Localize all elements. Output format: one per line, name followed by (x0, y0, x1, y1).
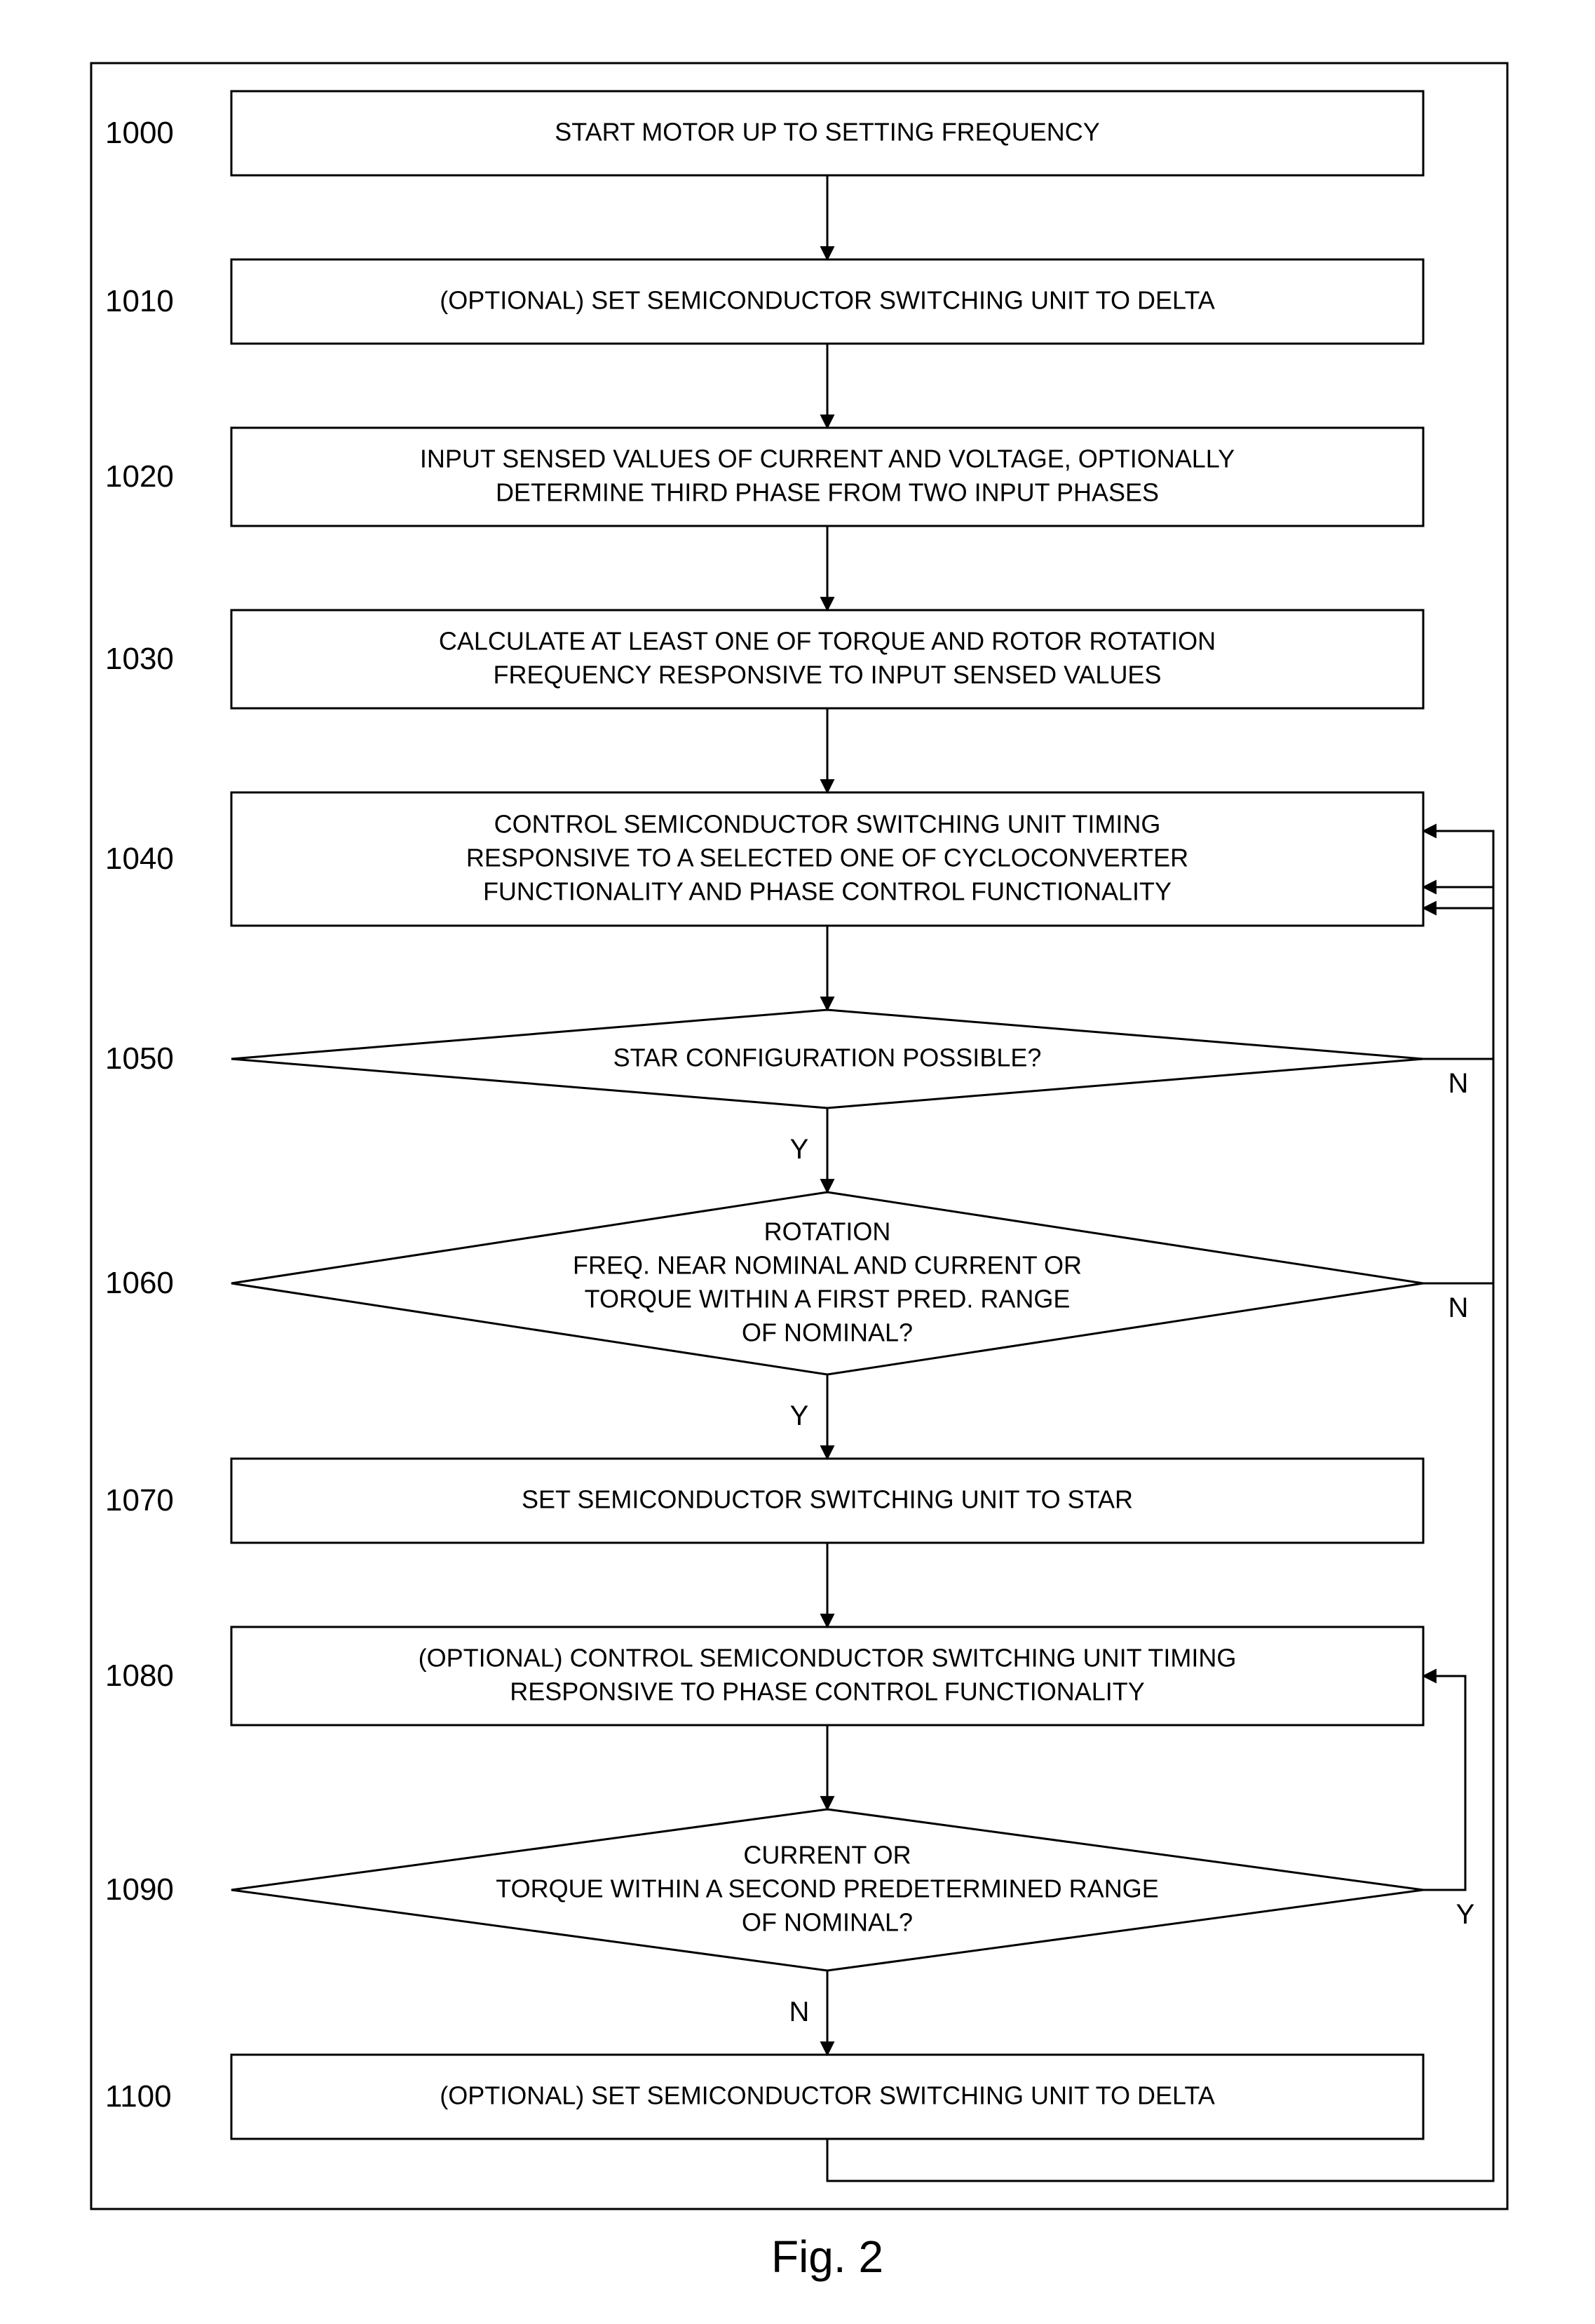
no-label-1060: N (1448, 1292, 1469, 1323)
step-label-1090: 1090 (105, 1872, 174, 1907)
node-text-1060-3: OF NOMINAL? (742, 1318, 913, 1347)
step-label-1080: 1080 (105, 1658, 174, 1693)
step-label-1030: 1030 (105, 642, 174, 676)
yes-label-1060: Y (790, 1400, 809, 1431)
no-label-1050: N (1448, 1068, 1469, 1099)
node-text-1060-1: FREQ. NEAR NOMINAL AND CURRENT OR (573, 1251, 1082, 1280)
node-text-1090-0: CURRENT OR (743, 1841, 911, 1870)
node-text-1080-0: (OPTIONAL) CONTROL SEMICONDUCTOR SWITCHI… (419, 1644, 1237, 1673)
node-text-1080-1: RESPONSIVE TO PHASE CONTROL FUNCTIONALIT… (510, 1677, 1145, 1706)
node-text-1100-0: (OPTIONAL) SET SEMICONDUCTOR SWITCHING U… (440, 2081, 1214, 2110)
step-label-1070: 1070 (105, 1483, 174, 1518)
yes-side-label-1090: Y (1456, 1899, 1475, 1930)
node-text-1030-0: CALCULATE AT LEAST ONE OF TORQUE AND ROT… (439, 627, 1216, 656)
node-text-1060-2: TORQUE WITHIN A FIRST PRED. RANGE (585, 1285, 1071, 1313)
node-text-1020-0: INPUT SENSED VALUES OF CURRENT AND VOLTA… (420, 445, 1235, 473)
process-box-1030 (231, 610, 1423, 708)
step-label-1040: 1040 (105, 842, 174, 876)
step-label-1100: 1100 (105, 2079, 172, 2114)
yes-label-1050: Y (790, 1134, 809, 1165)
node-text-1040-2: FUNCTIONALITY AND PHASE CONTROL FUNCTION… (483, 877, 1172, 906)
node-text-1000-0: START MOTOR UP TO SETTING FREQUENCY (555, 118, 1099, 147)
step-label-1050: 1050 (105, 1041, 174, 1076)
step-label-1020: 1020 (105, 459, 174, 494)
node-text-1030-1: FREQUENCY RESPONSIVE TO INPUT SENSED VAL… (494, 661, 1162, 689)
step-label-1000: 1000 (105, 116, 174, 150)
node-text-1090-2: OF NOMINAL? (742, 1908, 913, 1937)
no-below-label-1090: N (789, 1997, 810, 2027)
node-text-1020-1: DETERMINE THIRD PHASE FROM TWO INPUT PHA… (496, 478, 1159, 507)
process-box-1080 (231, 1627, 1423, 1725)
node-text-1060-0: ROTATION (764, 1217, 891, 1246)
flowchart-svg: START MOTOR UP TO SETTING FREQUENCY 1000 (… (0, 0, 1595, 2324)
node-text-1010-0: (OPTIONAL) SET SEMICONDUCTOR SWITCHING U… (440, 286, 1214, 315)
process-box-1020 (231, 428, 1423, 526)
node-text-1050-0: STAR CONFIGURATION POSSIBLE? (613, 1043, 1042, 1072)
node-text-1040-0: CONTROL SEMICONDUCTOR SWITCHING UNIT TIM… (494, 810, 1161, 839)
node-text-1090-1: TORQUE WITHIN A SECOND PREDETERMINED RAN… (496, 1874, 1158, 1903)
node-text-1070-0: SET SEMICONDUCTOR SWITCHING UNIT TO STAR (522, 1485, 1133, 1514)
step-label-1010: 1010 (105, 284, 174, 318)
node-text-1040-1: RESPONSIVE TO A SELECTED ONE OF CYCLOCON… (466, 844, 1188, 872)
step-label-1060: 1060 (105, 1266, 174, 1300)
figure-label: Fig. 2 (771, 2231, 883, 2282)
